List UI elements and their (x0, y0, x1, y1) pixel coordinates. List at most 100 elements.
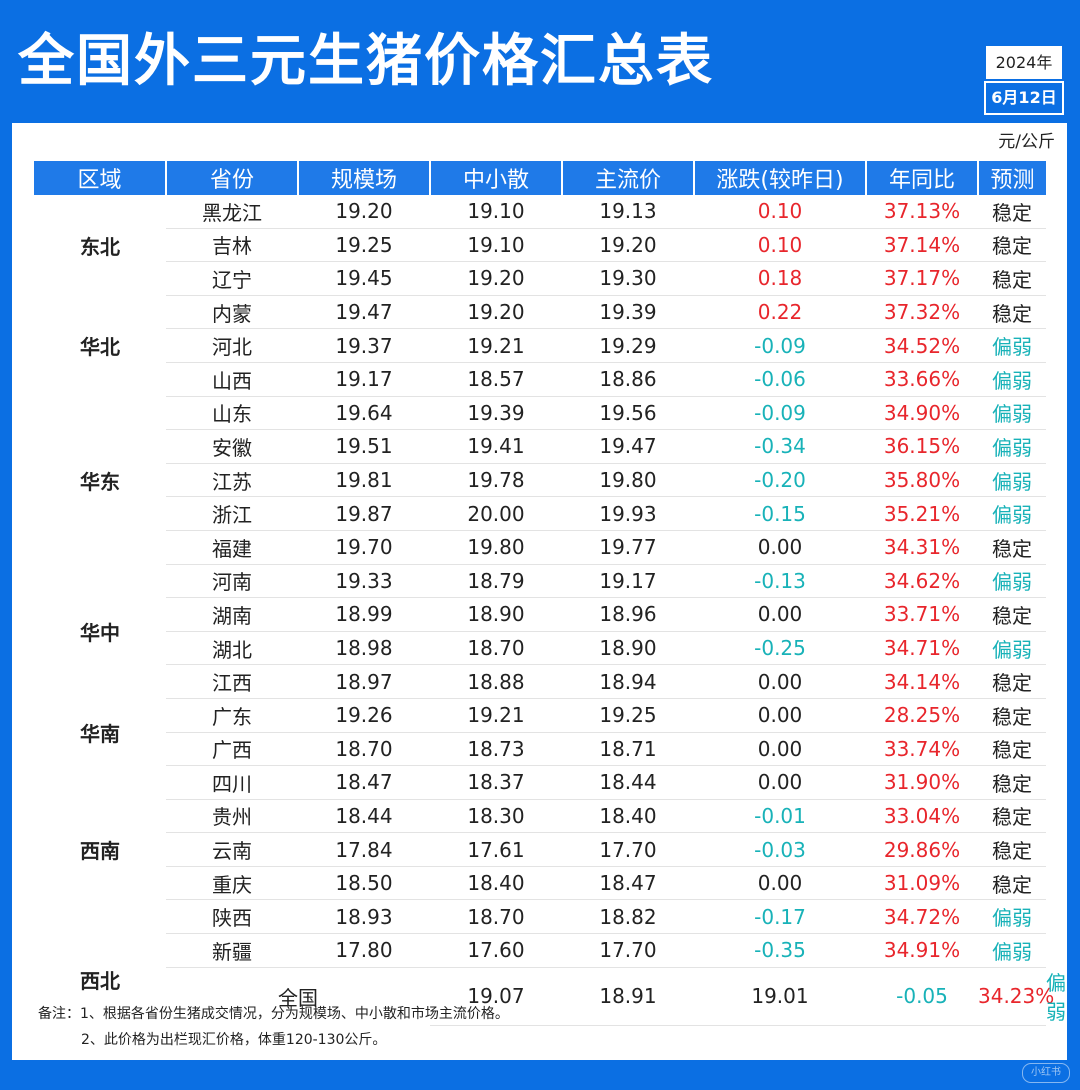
mainstream-cell: 19.25 (562, 698, 694, 733)
table-row: 陕西 18.93 18.70 18.82 -0.17 34.72% 偏弱 (34, 899, 1046, 935)
change-cell: -0.15 (694, 496, 866, 531)
province-cell: 内蒙 (166, 295, 298, 330)
table-row: 华中 河南 19.33 18.79 19.17 -0.13 34.62% 偏弱 (34, 564, 1046, 645)
province-cell: 河南 (166, 564, 298, 599)
mainstream-cell: 19.56 (562, 396, 694, 431)
yoy-cell: 34.14% (866, 664, 978, 699)
province-cell: 四川 (166, 765, 298, 800)
small-farm-cell: 18.30 (430, 799, 562, 834)
province-cell: 新疆 (166, 933, 298, 968)
forecast-cell: 偏弱 (978, 933, 1046, 968)
region-cell: 东北 (80, 234, 120, 259)
mainstream-cell: 19.93 (562, 496, 694, 531)
small-farm-cell: 18.73 (430, 732, 562, 767)
forecast-cell: 偏弱 (978, 362, 1046, 397)
change-cell: 0.00 (694, 698, 866, 733)
table-row: 安徽 19.51 19.41 19.47 -0.34 36.15% 偏弱 (34, 429, 1046, 464)
yoy-cell: 37.14% (866, 228, 978, 263)
forecast-cell: 偏弱 (978, 328, 1046, 363)
small-farm-cell: 19.78 (430, 463, 562, 498)
forecast-cell: 稳定 (978, 195, 1046, 229)
table-row: 西南 四川 18.47 18.37 18.44 0.00 31.90% 稳定 (34, 765, 1046, 863)
forecast-cell: 稳定 (978, 799, 1046, 834)
change-cell: -0.09 (694, 396, 866, 431)
small-farm-cell: 18.70 (430, 899, 562, 935)
unit-label: 元/公斤 (998, 132, 1055, 152)
watermark-logo: 小红书 (1022, 1063, 1070, 1083)
small-farm-cell: 19.20 (430, 261, 562, 296)
large-farm-cell: 19.45 (298, 261, 430, 296)
yoy-cell: 34.72% (866, 899, 978, 935)
province-cell: 陕西 (166, 899, 298, 935)
large-farm-cell: 19.64 (298, 396, 430, 431)
col-header-change: 涨跌(较昨日) (694, 161, 867, 195)
large-farm-cell: 18.99 (298, 597, 430, 632)
large-farm-cell: 19.26 (298, 698, 430, 733)
mainstream-cell: 19.13 (562, 195, 694, 229)
mainstream-cell: 19.20 (562, 228, 694, 263)
page-title: 全国外三元生猪价格汇总表 (18, 29, 714, 94)
yoy-cell: 35.80% (866, 463, 978, 498)
large-farm-cell: 18.70 (298, 732, 430, 767)
forecast-cell: 稳定 (978, 597, 1046, 632)
small-farm-cell: 19.41 (430, 429, 562, 464)
forecast-cell: 偏弱 (978, 899, 1046, 935)
yoy-cell: 34.90% (866, 396, 978, 431)
forecast-cell: 稳定 (978, 832, 1046, 867)
small-farm-cell: 18.57 (430, 362, 562, 397)
table-row: 广西 18.70 18.73 18.71 0.00 33.74% 稳定 (34, 732, 1046, 767)
region-cell: 华南 (80, 721, 120, 746)
large-farm-cell: 17.80 (298, 933, 430, 968)
small-farm-cell: 19.20 (430, 295, 562, 330)
change-cell: 0.18 (694, 261, 866, 296)
mainstream-cell: 19.01 (694, 967, 866, 1027)
table-row: 华东 山东 19.64 19.39 19.56 -0.09 34.90% 偏弱 (34, 396, 1046, 494)
province-cell: 广东 (166, 698, 298, 733)
large-farm-cell: 19.81 (298, 463, 430, 498)
change-cell: 0.10 (694, 228, 866, 263)
large-farm-cell: 19.70 (298, 530, 430, 565)
small-farm-cell: 18.90 (430, 597, 562, 632)
province-cell: 吉林 (166, 228, 298, 263)
province-cell: 河北 (166, 328, 298, 363)
change-cell: 0.00 (694, 732, 866, 767)
large-farm-cell: 17.84 (298, 832, 430, 867)
small-farm-cell: 19.39 (430, 396, 562, 431)
table-body: 东北 黑龙江 19.20 19.10 19.13 0.10 37.13% 稳定 吉林 19.25 1… (34, 195, 1066, 1027)
yoy-cell: 34.91% (866, 933, 978, 968)
mainstream-cell: 18.86 (562, 362, 694, 397)
footnotes: 备注：1、根据各省份生猪成交情况，分为规模场、中小散和市场主流价格。 2、此价格… (38, 1001, 509, 1053)
yoy-cell: 37.13% (866, 195, 978, 229)
col-header-small-farm: 中小散 (430, 161, 563, 195)
large-farm-cell: 18.98 (298, 631, 430, 666)
yoy-cell: 28.25% (866, 698, 978, 733)
mainstream-cell: 19.39 (562, 295, 694, 330)
mainstream-cell: 17.70 (562, 933, 694, 968)
forecast-cell: 偏弱 (978, 631, 1046, 666)
mainstream-cell: 19.80 (562, 463, 694, 498)
yoy-cell: 37.17% (866, 261, 978, 296)
large-farm-cell: 18.50 (298, 866, 430, 901)
large-farm-cell: 19.37 (298, 328, 430, 363)
province-cell: 安徽 (166, 429, 298, 464)
region-cell: 华东 (80, 469, 120, 494)
large-farm-cell: 19.17 (298, 362, 430, 397)
forecast-cell: 稳定 (978, 698, 1046, 733)
mainstream-cell: 18.71 (562, 732, 694, 767)
large-farm-cell: 19.25 (298, 228, 430, 263)
region-cell: 华中 (80, 620, 120, 645)
date-badge: 2024年 6月12日 (984, 44, 1064, 115)
change-cell: 0.22 (694, 295, 866, 330)
mainstream-cell: 18.47 (562, 866, 694, 901)
change-cell: -0.09 (694, 328, 866, 363)
yoy-cell: 34.71% (866, 631, 978, 666)
table-row: 吉林 19.25 19.10 19.20 0.10 37.14% 稳定 (34, 228, 1046, 263)
table-row: 湖南 18.99 18.90 18.96 0.00 33.71% 稳定 (34, 597, 1046, 632)
province-cell: 浙江 (166, 496, 298, 531)
change-cell: -0.01 (694, 799, 866, 834)
region-cell: 西北 (80, 969, 120, 994)
yoy-cell: 34.23% (978, 967, 1054, 1027)
yoy-cell: 33.04% (866, 799, 978, 834)
province-cell: 广西 (166, 732, 298, 767)
change-cell: -0.25 (694, 631, 866, 666)
